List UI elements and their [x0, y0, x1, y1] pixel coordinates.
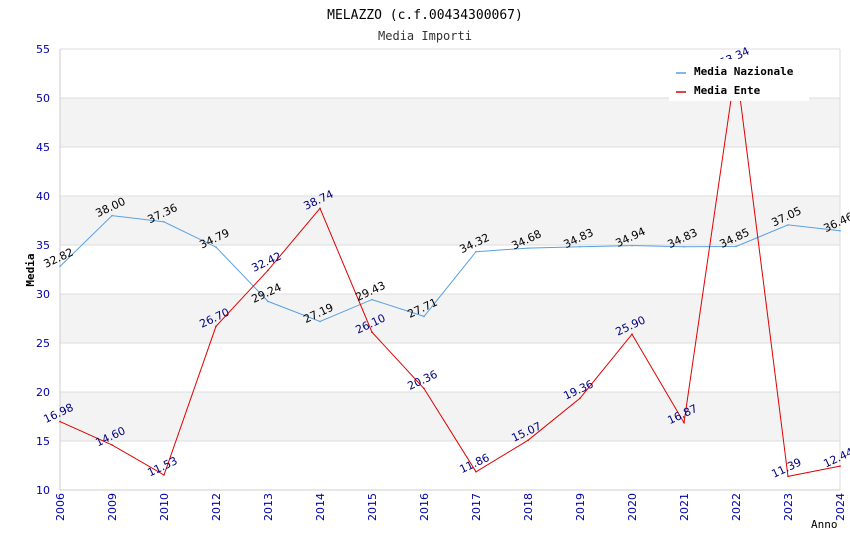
- data-point-media-ente: [163, 474, 165, 476]
- data-point-media-ente: [423, 387, 425, 390]
- x-tick-label: 2006: [54, 493, 67, 521]
- x-tick-label: 2010: [158, 493, 171, 521]
- data-point-media-ente: [215, 325, 217, 328]
- data-point-media-ente: [787, 475, 789, 478]
- y-tick-label: 45: [36, 141, 50, 154]
- y-tick-label: 15: [36, 435, 50, 448]
- x-tick-label: 2018: [522, 493, 535, 521]
- grid-band: [60, 245, 840, 294]
- data-point-media-ente: [683, 421, 685, 424]
- grid-bands: [60, 49, 840, 490]
- data-point-media-ente: [267, 269, 269, 272]
- data-point-media-ente: [579, 397, 581, 400]
- data-point-media-nazionale: [579, 245, 581, 248]
- legend-box: [669, 59, 809, 101]
- data-point-media-nazionale: [267, 300, 269, 303]
- grid-band: [60, 294, 840, 343]
- data-point-media-nazionale: [839, 229, 841, 232]
- data-point-media-ente: [475, 470, 477, 473]
- data-point-media-nazionale: [787, 224, 789, 226]
- y-tick-label: 25: [36, 337, 50, 350]
- y-tick-label: 30: [36, 288, 50, 301]
- x-tick-labels: 2006 2009 2010 2012 2013 2014 2015 2016 2017 2018…: [54, 493, 847, 521]
- series-line-media-ente: [59, 65, 841, 477]
- legend-label-media-ente: Media Ente: [694, 84, 761, 97]
- y-axis-label: Media: [24, 253, 37, 286]
- data-point-media-nazionale: [59, 265, 61, 268]
- data-point-media-ente: [59, 420, 61, 423]
- grid-band: [60, 441, 840, 490]
- data-point-media-nazionale: [735, 245, 737, 248]
- x-tick-label: 2016: [418, 493, 431, 521]
- y-tick-label: 35: [36, 239, 50, 252]
- y-tick-labels: 10 15 20 25 30 35 40 45 50 55: [36, 43, 50, 497]
- data-point-media-nazionale: [371, 298, 373, 301]
- x-tick-label: 2017: [470, 493, 483, 521]
- data-point-media-nazionale: [527, 247, 529, 249]
- x-tick-label: 2012: [210, 493, 223, 521]
- grid-band: [60, 196, 840, 245]
- data-point-media-nazionale: [111, 214, 113, 217]
- data-point-media-nazionale: [215, 246, 217, 248]
- data-point-media-ente: [631, 333, 633, 335]
- x-tick-label: 2022: [730, 493, 743, 521]
- legend: Media Nazionale Media Ente: [669, 59, 809, 101]
- y-tick-label: 20: [36, 386, 50, 399]
- data-point-media-nazionale: [423, 315, 425, 318]
- data-point-media-nazionale: [683, 245, 685, 248]
- data-point-media-ente: [319, 207, 321, 210]
- data-point-media-ente: [527, 439, 529, 442]
- x-tick-label: 2020: [626, 493, 639, 521]
- data-point-media-ente: [839, 465, 841, 467]
- x-tick-label: 2019: [574, 493, 587, 521]
- grid-band: [60, 98, 840, 147]
- x-tick-label: 2015: [366, 493, 379, 521]
- x-tick-label: 2021: [678, 493, 691, 521]
- y-tick-label: 10: [36, 484, 50, 497]
- x-tick-label: 2023: [782, 493, 795, 521]
- x-tick-label: 2024: [834, 493, 847, 521]
- grid-band: [60, 147, 840, 196]
- data-point-media-nazionale: [475, 250, 477, 253]
- grid-band: [60, 343, 840, 392]
- y-tick-label: 40: [36, 190, 50, 203]
- chart-subtitle: Media Importi: [378, 29, 472, 43]
- x-tick-label: 2013: [262, 493, 275, 521]
- data-point-media-nazionale: [319, 320, 321, 323]
- data-point-media-nazionale: [631, 244, 633, 247]
- grid-band: [60, 392, 840, 441]
- data-point-media-nazionale: [163, 221, 165, 223]
- x-tick-label: 2014: [314, 493, 327, 521]
- y-tick-label: 55: [36, 43, 50, 56]
- x-axis-label: Anno: [811, 518, 838, 531]
- data-point-media-ente: [111, 444, 113, 446]
- chart-title: MELAZZO (c.f.00434300067): [327, 8, 523, 23]
- y-tick-label: 50: [36, 92, 50, 105]
- legend-label-media-nazionale: Media Nazionale: [694, 65, 794, 78]
- x-tick-label: 2009: [106, 493, 119, 521]
- series-lines: [59, 64, 841, 478]
- data-point-media-ente: [371, 331, 373, 334]
